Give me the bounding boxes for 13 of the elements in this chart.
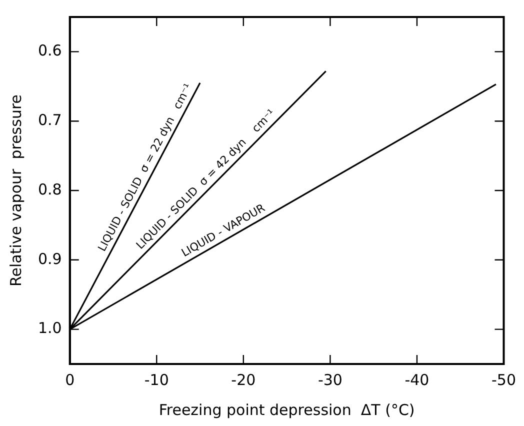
y-tick-label: 0.8: [38, 180, 62, 198]
x-axis-title: Freezing point depression ΔT (°C): [158, 400, 415, 419]
x-tick-label: -20: [231, 370, 256, 389]
y-tick-label: 0.7: [38, 110, 62, 129]
y-axis-title: Relative vapour pressure: [6, 94, 25, 287]
y-tick-label: 0.6: [38, 42, 62, 60]
y-tick-label: 1.0: [38, 319, 62, 338]
x-tick-label: -30: [318, 370, 342, 389]
y-tick-label: 0.9: [38, 250, 62, 268]
x-tick-label: -40: [404, 370, 430, 389]
x-tick-label: 0: [65, 370, 75, 389]
x-tick-label: -50: [492, 370, 516, 389]
x-tick-label: -10: [144, 370, 169, 389]
